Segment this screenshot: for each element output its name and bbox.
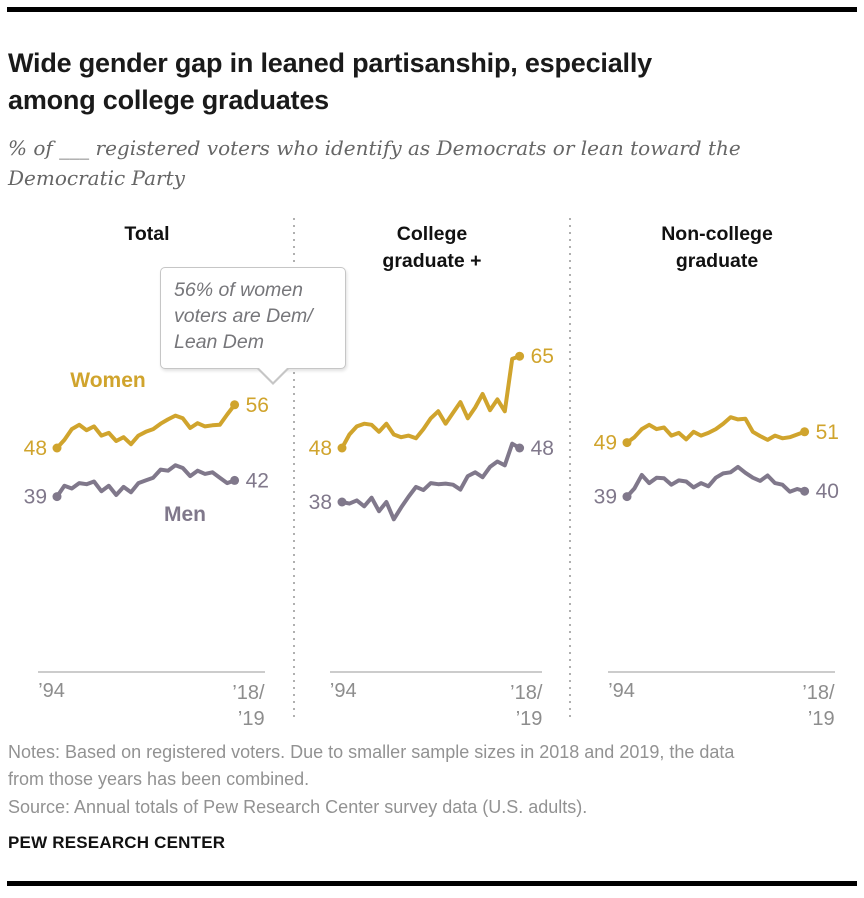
panel-title-non-college: Non-college graduate <box>570 218 864 276</box>
panel-title-college-line2: graduate + <box>382 250 482 273</box>
dot-end-women <box>515 351 525 361</box>
notes-line1: Notes: Based on registered voters. Due t… <box>8 742 735 762</box>
dot-end-men <box>515 443 525 453</box>
line-chart-non-college: 49 51 39 40 <box>594 415 839 509</box>
panel-title-non-college-line1: Non-college <box>661 223 773 245</box>
value-label-start-men: 38 <box>309 491 332 514</box>
panel-title-total: Total <box>0 218 294 248</box>
panel-separator-1 <box>293 218 295 718</box>
footer-notes: Notes: Based on registered voters. Due t… <box>8 739 852 821</box>
dot-start-men <box>337 497 347 507</box>
line-men <box>340 441 522 522</box>
x-axis-line <box>329 671 543 673</box>
value-label-start-women: 48 <box>24 437 47 460</box>
value-label-start-men: 39 <box>24 486 47 509</box>
line-men <box>55 463 237 499</box>
line-women <box>625 415 807 445</box>
panel-title-college: College graduate + <box>294 218 570 276</box>
chart-title-line1: Wide gender gap in leaned partisanship, … <box>8 48 652 79</box>
notes-line2: from those years has been combined. <box>8 769 310 790</box>
callout-text: 56% of women voters are Dem/ Lean Dem <box>174 279 313 353</box>
x-axis-end-label: ’18/ ’19 <box>802 682 835 730</box>
line-women <box>55 402 237 450</box>
panel-title-non-college-line2: graduate <box>675 250 759 273</box>
panel-separator-2 <box>569 218 571 718</box>
dot-end-women <box>230 400 240 410</box>
panel-title-total-line1: Total <box>124 223 170 245</box>
top-rule <box>7 7 857 12</box>
value-label-end-men: 48 <box>531 437 554 460</box>
line-chart-college: 48 65 38 48 <box>309 345 554 522</box>
dot-start-women <box>622 438 632 448</box>
dot-end-women <box>800 427 810 437</box>
line-men <box>625 464 807 499</box>
source-line: Source: Annual totals of Pew Research Ce… <box>8 796 588 817</box>
x-axis-college: ’94 ’18/ ’19 <box>329 671 543 730</box>
value-label-end-men: 40 <box>816 480 839 503</box>
dot-start-women <box>337 443 347 453</box>
chart-title: Wide gender gap in leaned partisanship, … <box>8 45 848 120</box>
x-axis-start-label: ’94 <box>608 680 635 702</box>
value-label-end-women: 65 <box>531 345 554 368</box>
x-axis-end-label: ’18/ ’19 <box>232 682 265 730</box>
x-axis-line <box>38 671 265 673</box>
value-label-start-women: 49 <box>594 432 617 455</box>
brand-footer: PEW RESEARCH CENTER <box>8 833 226 852</box>
callout-tooltip: 56% of women voters are Dem/ Lean Dem <box>160 267 346 385</box>
x-axis-total: ’94 ’18/ ’19 <box>38 671 265 730</box>
panel-title-college-line1: College <box>396 223 468 245</box>
dot-start-women <box>52 443 62 453</box>
x-axis-start-label: ’94 <box>329 680 357 702</box>
x-axis-non-college: ’94 ’18/ ’19 <box>608 671 835 730</box>
chart-subtitle-line1: % of ___ registered voters who identify … <box>8 136 741 160</box>
chart-title-line2: among college graduates <box>8 85 329 116</box>
dot-start-men <box>52 492 62 502</box>
value-label-end-men: 42 <box>246 469 269 492</box>
chart-subtitle-line2: Democratic Party <box>8 166 185 190</box>
value-label-end-women: 56 <box>246 394 269 417</box>
dot-end-men <box>230 475 240 485</box>
panel-non-college: Non-college graduate 49 51 39 40 ’94 ’18/ ’… <box>570 218 864 730</box>
x-axis-line <box>608 671 835 673</box>
bottom-rule <box>7 881 857 886</box>
dot-end-men <box>800 486 810 496</box>
dot-start-men <box>622 492 632 502</box>
chart-subtitle: % of ___ registered voters who identify … <box>8 133 848 193</box>
value-label-end-women: 51 <box>816 421 839 444</box>
series-label-men: Men <box>164 503 206 526</box>
value-label-start-women: 48 <box>309 437 332 460</box>
x-axis-start-label: ’94 <box>38 680 65 702</box>
panels-row: Total 48 56 39 42 Women Men ’94 ’18/ ’19 Coll… <box>0 218 864 730</box>
series-label-women: Women <box>70 369 145 392</box>
panel-total: Total 48 56 39 42 Women Men ’94 ’18/ ’19 <box>0 218 294 730</box>
panel-college-graduate: College graduate + 48 65 38 48 ’94 ’18/ ’19 <box>294 218 570 730</box>
line-chart-total: 48 56 39 42 Women Men <box>24 369 269 526</box>
line-women <box>340 354 522 450</box>
value-label-start-men: 39 <box>594 486 617 509</box>
x-axis-end-label: ’18/ ’19 <box>510 682 543 730</box>
